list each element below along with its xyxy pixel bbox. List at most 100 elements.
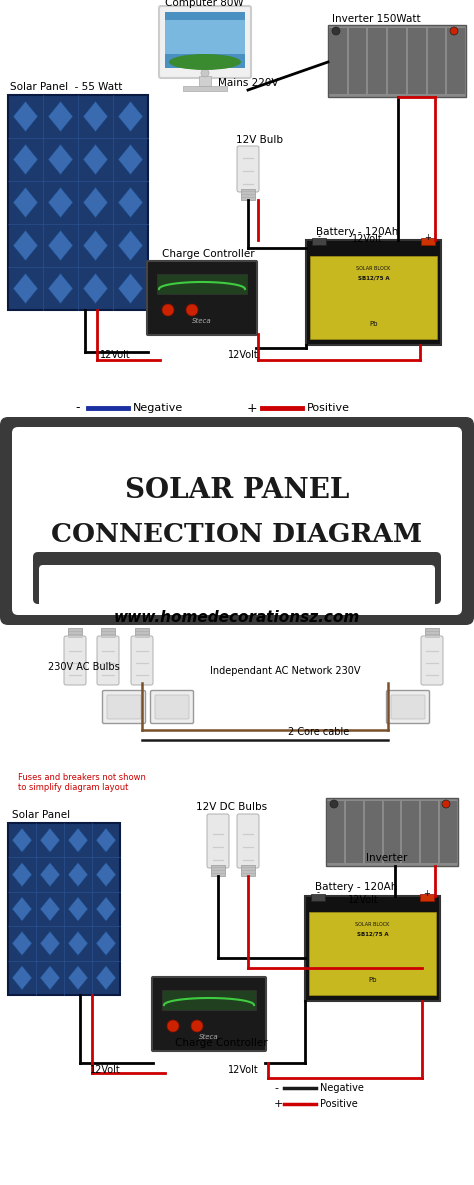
Circle shape	[191, 1020, 203, 1032]
Bar	[0, 0, 474, 390]
Text: -: -	[318, 232, 320, 242]
Polygon shape	[96, 897, 116, 921]
Text: Charge Controller: Charge Controller	[162, 249, 255, 260]
Bar	[328, 25, 466, 97]
Text: +: +	[424, 889, 430, 897]
Bar	[306, 241, 441, 345]
Bar	[211, 865, 225, 876]
Bar	[311, 893, 325, 901]
Polygon shape	[68, 863, 88, 886]
Polygon shape	[48, 274, 73, 303]
Polygon shape	[48, 102, 73, 132]
Text: 12Volt: 12Volt	[352, 233, 383, 244]
Polygon shape	[68, 931, 88, 955]
Text: 12Volt: 12Volt	[228, 350, 259, 360]
FancyBboxPatch shape	[0, 417, 474, 624]
Polygon shape	[83, 145, 108, 174]
Text: Positive: Positive	[320, 1098, 358, 1109]
Text: SB12/75 A: SB12/75 A	[358, 275, 389, 280]
Text: www.homedecorationsz.com: www.homedecorationsz.com	[114, 609, 360, 624]
Text: SOLAR BLOCK: SOLAR BLOCK	[356, 265, 391, 271]
Bar	[408, 28, 426, 94]
Text: 2 Core cable: 2 Core cable	[288, 728, 349, 737]
Polygon shape	[40, 897, 60, 921]
Polygon shape	[12, 828, 32, 852]
Bar	[329, 28, 346, 94]
Polygon shape	[12, 931, 32, 955]
FancyBboxPatch shape	[386, 691, 429, 724]
Text: +: +	[274, 1098, 283, 1109]
FancyBboxPatch shape	[207, 814, 229, 867]
Polygon shape	[118, 187, 143, 218]
Polygon shape	[83, 230, 108, 261]
Bar	[428, 28, 445, 94]
Bar	[135, 628, 149, 639]
Bar	[199, 76, 211, 87]
Text: Fuses and breakers not shown
to simplify diagram layout: Fuses and breakers not shown to simplify…	[18, 773, 146, 792]
Text: Solar Panel: Solar Panel	[12, 811, 70, 820]
Bar	[241, 865, 255, 876]
Text: Inverter: Inverter	[366, 853, 407, 863]
Polygon shape	[118, 145, 143, 174]
Circle shape	[330, 800, 338, 808]
FancyBboxPatch shape	[39, 565, 435, 607]
Polygon shape	[12, 966, 32, 989]
FancyBboxPatch shape	[159, 6, 251, 78]
Bar	[165, 20, 245, 55]
Bar	[157, 274, 247, 294]
Polygon shape	[13, 230, 38, 261]
Circle shape	[186, 305, 198, 316]
Bar	[421, 801, 438, 863]
Polygon shape	[40, 931, 60, 955]
Text: Positive: Positive	[307, 403, 350, 414]
Text: -: -	[317, 889, 319, 897]
Bar	[425, 628, 439, 639]
Polygon shape	[83, 187, 108, 218]
FancyBboxPatch shape	[237, 814, 259, 867]
Bar	[421, 238, 435, 245]
FancyBboxPatch shape	[131, 636, 153, 685]
FancyBboxPatch shape	[151, 691, 193, 724]
FancyBboxPatch shape	[152, 976, 266, 1051]
Bar	[309, 912, 436, 995]
Bar	[440, 801, 457, 863]
Polygon shape	[40, 863, 60, 886]
FancyBboxPatch shape	[391, 694, 425, 719]
Circle shape	[450, 27, 458, 36]
Circle shape	[442, 800, 450, 808]
Bar	[310, 256, 437, 339]
Bar	[241, 188, 255, 200]
Text: 12Volt: 12Volt	[90, 1065, 121, 1075]
Polygon shape	[48, 230, 73, 261]
Polygon shape	[12, 863, 32, 886]
Bar	[68, 628, 82, 639]
Bar	[8, 824, 120, 995]
FancyBboxPatch shape	[237, 146, 259, 192]
Bar	[162, 989, 256, 1010]
Bar	[346, 801, 363, 863]
Text: SOLAR PANEL: SOLAR PANEL	[125, 476, 349, 504]
Polygon shape	[118, 230, 143, 261]
Bar	[420, 893, 434, 901]
Polygon shape	[96, 966, 116, 989]
Bar	[349, 28, 366, 94]
Text: 12Volt: 12Volt	[228, 1065, 259, 1075]
Bar	[365, 801, 382, 863]
Text: Battery - 120Ah: Battery - 120Ah	[316, 228, 398, 237]
Text: Steca: Steca	[199, 1035, 219, 1040]
FancyBboxPatch shape	[97, 636, 119, 685]
Text: +: +	[425, 232, 431, 242]
Text: 12Volt: 12Volt	[348, 895, 379, 905]
Text: Charge Controller: Charge Controller	[175, 1038, 268, 1048]
FancyBboxPatch shape	[12, 427, 462, 615]
Bar	[183, 87, 227, 91]
Circle shape	[332, 27, 340, 36]
Text: 12V DC Bulbs: 12V DC Bulbs	[196, 802, 267, 812]
Text: Mains 220V: Mains 220V	[218, 78, 279, 88]
Polygon shape	[12, 897, 32, 921]
Polygon shape	[68, 966, 88, 989]
Bar	[101, 628, 115, 639]
Polygon shape	[13, 187, 38, 218]
Text: -: -	[76, 402, 80, 415]
Bar	[8, 95, 148, 310]
